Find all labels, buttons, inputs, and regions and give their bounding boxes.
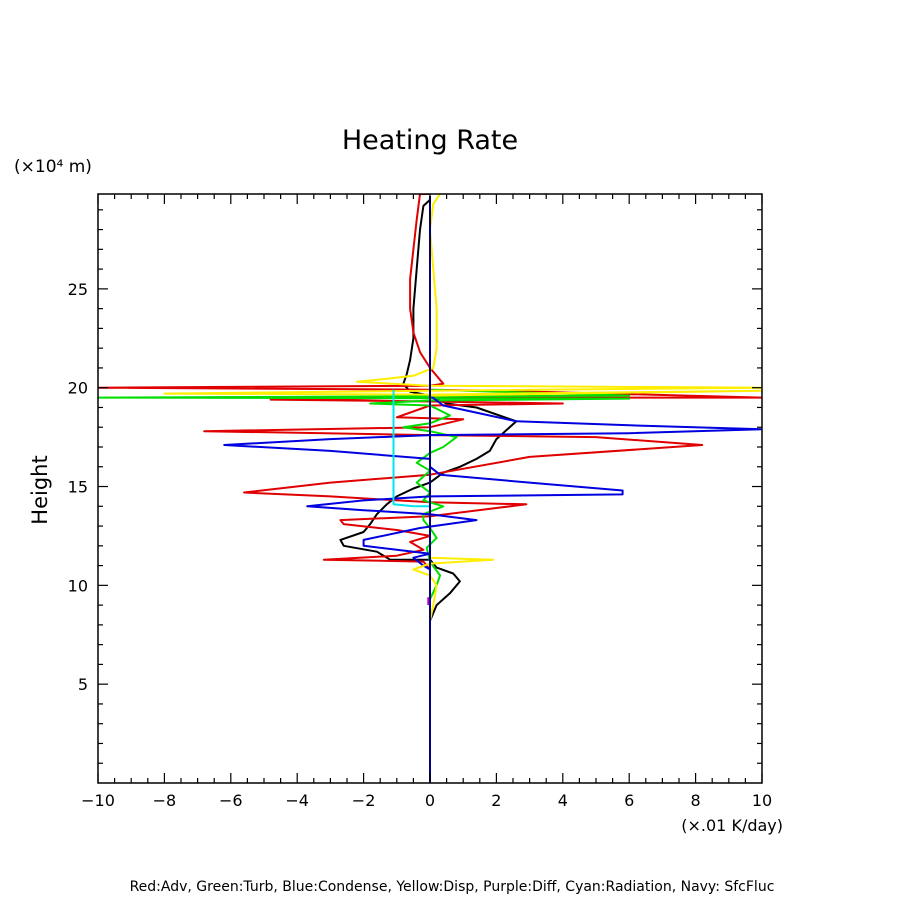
x-tick-label: 0: [425, 791, 435, 810]
x-tick-label: 10: [752, 791, 772, 810]
y-tick-label: 15: [68, 478, 88, 497]
y-tick-label: 5: [78, 675, 88, 694]
y-tick-label: 10: [68, 576, 88, 595]
ticks-layer: [97, 194, 763, 783]
x-tick-label: −4: [285, 791, 309, 810]
y-unit-label: (×10⁴ m): [14, 157, 92, 177]
series-line-3: [223, 389, 762, 586]
x-tick-label: −8: [153, 791, 177, 810]
x-tick-label: 4: [558, 791, 568, 810]
x-tick-label: −6: [219, 791, 243, 810]
x-tick-label: −10: [81, 791, 115, 810]
x-tick-label: −2: [352, 791, 376, 810]
series-line-0: [339, 199, 518, 651]
series-line-2: [98, 388, 631, 600]
series-line-5: [392, 389, 430, 508]
series-layer: [98, 194, 762, 783]
chart-title: Heating Rate: [342, 125, 518, 156]
y-axis-label: Height: [28, 455, 52, 524]
x-tick-label: 8: [691, 791, 701, 810]
x-axis-label: (×.01 K/day): [681, 816, 783, 835]
plot-frame: [97, 193, 763, 784]
legend-note: Red:Adv, Green:Turb, Blue:Condense, Yell…: [130, 879, 775, 895]
x-tick-label: 2: [491, 791, 501, 810]
tick-labels-layer: −10 −8 −6 −4 −2 0 2 4 6 8 10 5 10 15 20 25: [68, 280, 773, 810]
series-line-4: [163, 194, 762, 641]
y-tick-label: 20: [68, 379, 88, 398]
x-tick-label: 6: [624, 791, 634, 810]
y-tick-label: 25: [68, 280, 88, 299]
